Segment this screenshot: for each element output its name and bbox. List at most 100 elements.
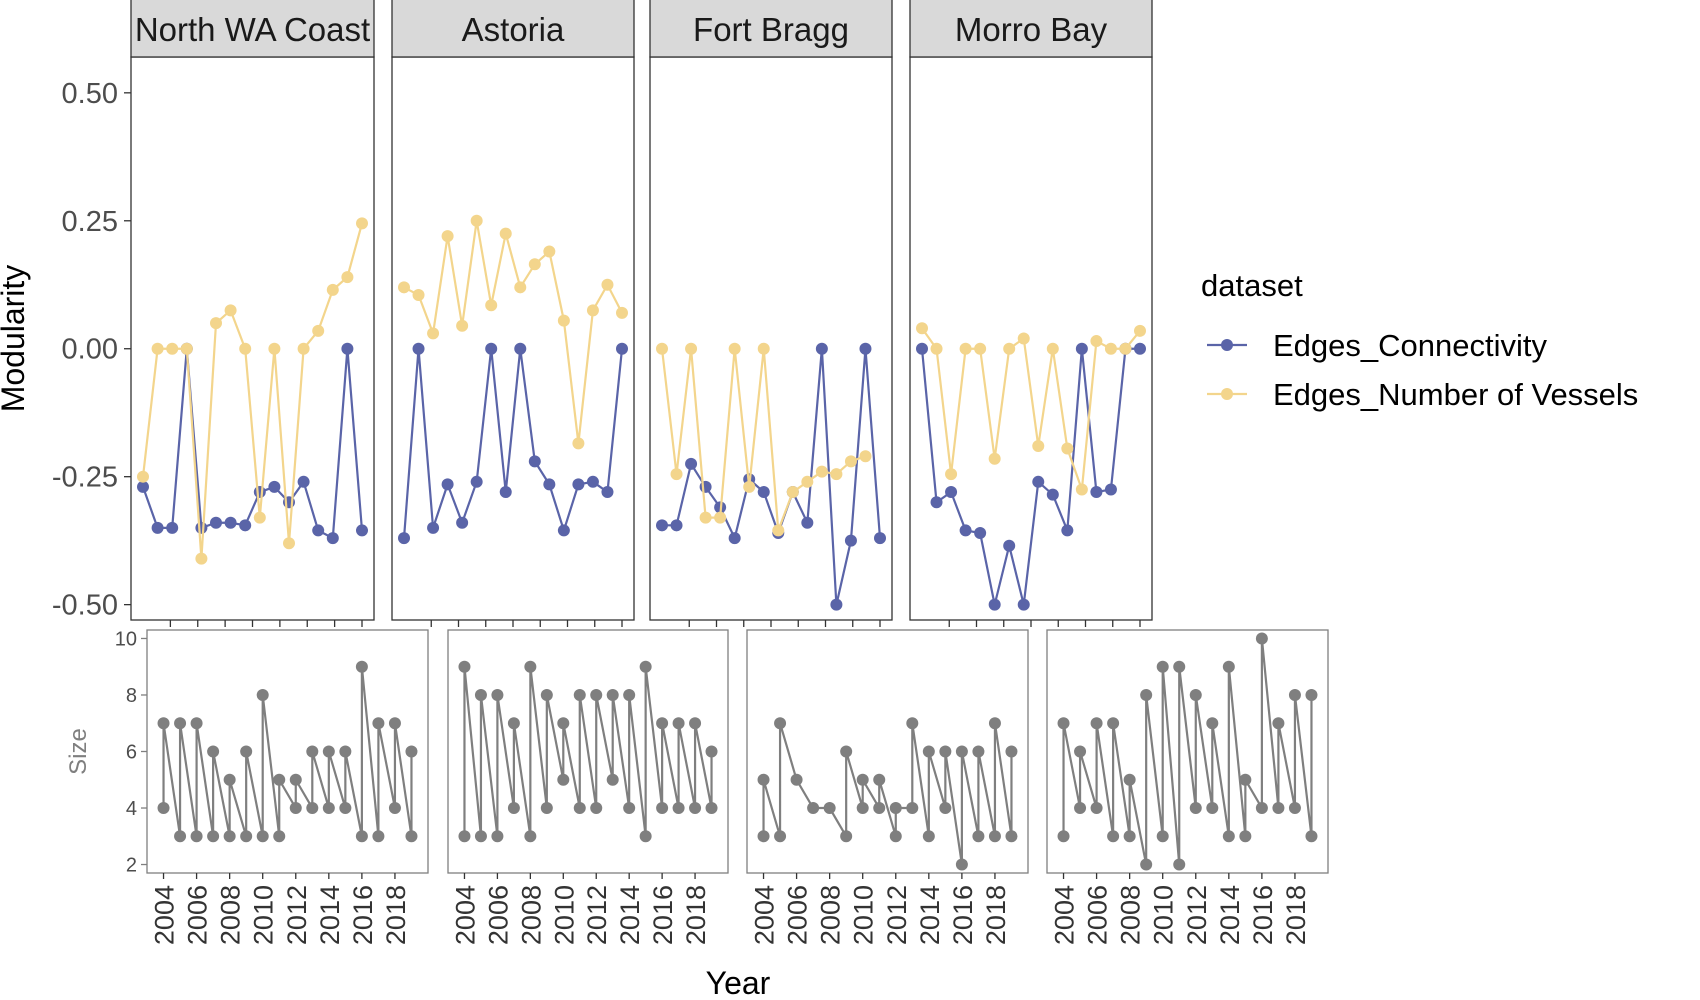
data-point [398, 532, 410, 545]
size-point [639, 660, 652, 673]
size-point [1239, 830, 1252, 843]
legend-title: dataset [1201, 268, 1303, 303]
size-point [1272, 717, 1285, 730]
y-tick-label: 8 [126, 685, 137, 707]
size-point [174, 717, 187, 730]
data-point [1075, 342, 1088, 355]
x-tick-label: 2014 [915, 885, 945, 945]
x-tick-label: 2012 [882, 885, 912, 945]
size-point [540, 688, 553, 701]
size-point [656, 717, 669, 730]
data-point [1003, 539, 1016, 552]
data-point [210, 516, 222, 529]
size-point [458, 830, 471, 843]
size-point [889, 802, 902, 815]
size-point [972, 830, 985, 843]
data-point [586, 304, 599, 317]
x-tick-label: 2018 [981, 885, 1011, 945]
x-tick-label: 2006 [1083, 885, 1113, 945]
size-point [524, 660, 537, 673]
data-point [1046, 342, 1059, 355]
data-point [916, 342, 928, 355]
data-point [757, 342, 770, 355]
size-point [1057, 717, 1070, 730]
size-point [988, 717, 1001, 730]
data-point [930, 496, 943, 509]
size-point [873, 773, 886, 786]
size-point [1107, 830, 1120, 843]
data-point [427, 327, 440, 340]
data-point [499, 486, 512, 499]
data-point [728, 342, 741, 355]
y-tick-label: -0.25 [52, 462, 118, 494]
x-tick-label: 2018 [681, 885, 711, 945]
series-line-1 [921, 327, 1141, 490]
size-point [774, 717, 787, 730]
size-point [355, 660, 368, 673]
size-point [639, 830, 652, 843]
legend-label: Edges_Connectivity [1273, 328, 1547, 363]
x-tick-label: 2018 [1281, 885, 1311, 945]
size-point [840, 745, 853, 758]
size-point [922, 830, 935, 843]
size-point [689, 802, 702, 815]
size-point [1206, 802, 1219, 815]
x-tick-label: 2016 [948, 885, 978, 945]
size-point [491, 830, 504, 843]
facet-label: Astoria [462, 11, 565, 48]
data-point [974, 342, 987, 355]
data-point [930, 342, 943, 355]
data-point [916, 322, 928, 335]
size-point [339, 802, 352, 815]
size-point [774, 830, 787, 843]
data-point [180, 342, 193, 355]
data-point [137, 470, 149, 483]
size-point [223, 830, 236, 843]
x-axis-title: Year [706, 965, 771, 1000]
size-point [1156, 660, 1169, 673]
data-point [283, 537, 295, 550]
size-point [524, 830, 537, 843]
size-point [1173, 660, 1186, 673]
legend-key-point [1221, 388, 1233, 400]
data-point [728, 532, 741, 545]
data-point [1104, 342, 1117, 355]
data-point [514, 281, 527, 294]
size-point [474, 830, 487, 843]
data-point [326, 532, 339, 545]
facet-strip [391, 0, 635, 58]
x-tick-label: 2010 [249, 885, 279, 945]
x-tick-label: 2008 [816, 885, 846, 945]
data-point [988, 452, 1001, 465]
size-point [906, 802, 919, 815]
data-point [312, 324, 325, 337]
size-point [856, 773, 869, 786]
x-tick-label: 2004 [450, 885, 480, 945]
x-tick-label: 2012 [282, 885, 312, 945]
data-point [137, 480, 149, 493]
data-point [1017, 332, 1030, 345]
data-point [412, 342, 425, 355]
data-point [1003, 342, 1016, 355]
size-point [1239, 773, 1252, 786]
data-point [297, 342, 310, 355]
data-point [859, 342, 872, 355]
data-point [1119, 342, 1132, 355]
series-line-1 [403, 220, 623, 444]
x-tick-label: 2010 [549, 885, 579, 945]
size-point [388, 802, 401, 815]
data-point [874, 532, 886, 545]
size-axis-title: Size [65, 728, 92, 775]
size-panel-background [1046, 629, 1329, 874]
x-tick-label: 2008 [516, 885, 546, 945]
series-line-0 [920, 347, 1140, 605]
size-point [240, 745, 253, 758]
size-point [1074, 802, 1087, 815]
size-point [507, 802, 520, 815]
size-point [557, 773, 570, 786]
size-point [491, 688, 504, 701]
y-tick-label: 4 [126, 798, 137, 820]
data-point [945, 468, 958, 481]
facet-2: Fort Bragg [649, 0, 893, 627]
data-point [210, 317, 222, 330]
